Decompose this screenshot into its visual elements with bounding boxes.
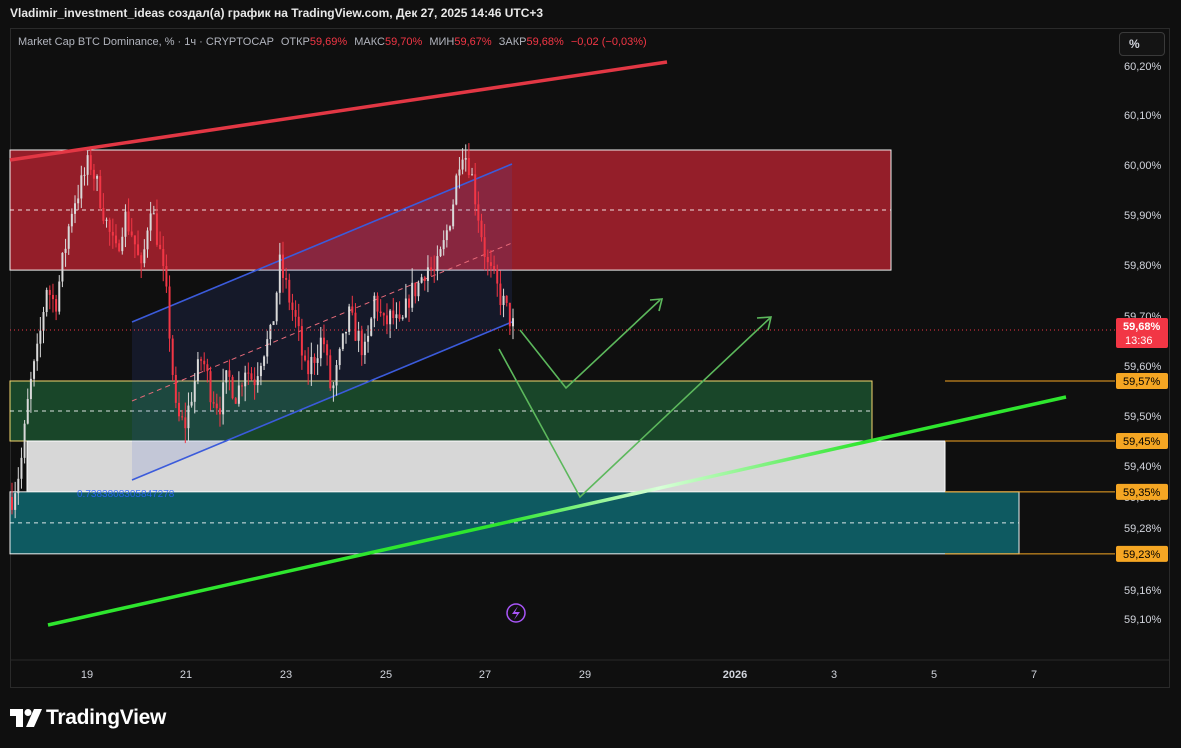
- close-label: ЗАКР: [498, 36, 527, 48]
- open-value: 59,69%: [309, 36, 348, 48]
- symbol-legend: Market Cap BTC Dominance, % · 1ч · CRYPT…: [18, 36, 647, 48]
- tradingview-wordmark: TradingView: [46, 706, 167, 729]
- change-value: −0,02 (−0,03%): [570, 36, 647, 48]
- chart-frame: [10, 28, 1170, 688]
- high-value: 59,70%: [384, 36, 423, 48]
- high-label: МАКС: [354, 36, 385, 48]
- low-label: МИН: [429, 36, 455, 48]
- chart-author-line: Vladimir_investment_ideas создал(а) граф…: [10, 6, 544, 20]
- tradingview-logo[interactable]: TradingView: [10, 706, 166, 730]
- open-label: ОТКР: [280, 36, 310, 48]
- tradingview-logo-icon: [10, 709, 42, 727]
- percent-scale-button[interactable]: %: [1119, 32, 1165, 56]
- symbol-title[interactable]: Market Cap BTC Dominance, % · 1ч · CRYPT…: [18, 36, 274, 48]
- close-value: 59,68%: [526, 36, 564, 48]
- low-value: 59,67%: [454, 36, 492, 48]
